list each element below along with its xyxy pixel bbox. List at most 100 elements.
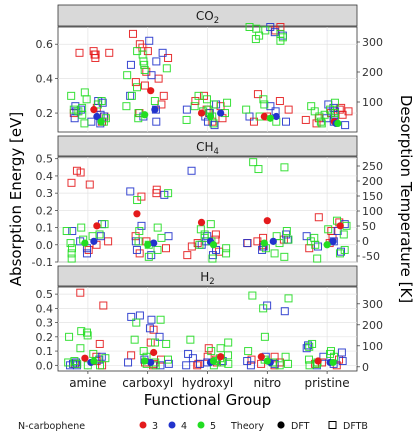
dftb-point: [133, 83, 142, 92]
dftb-point: [259, 95, 268, 104]
dftb-point: [67, 249, 76, 258]
dftb-point: [208, 254, 217, 263]
dftb-point: [182, 105, 191, 114]
tick-label-left: 0.6: [36, 38, 54, 51]
dftb-point: [98, 98, 107, 107]
dftb-point: [153, 223, 162, 232]
tick-label-left: 0.3: [36, 187, 54, 200]
dftb-point: [282, 227, 291, 236]
dft-point: [269, 237, 277, 245]
dftb-point: [123, 71, 132, 80]
panel-title: CH4: [196, 140, 219, 157]
dft-point: [93, 112, 101, 121]
dftb-point: [276, 36, 285, 45]
dftb-point: [82, 249, 91, 258]
dftb-point: [152, 117, 161, 126]
dft-point: [266, 114, 274, 122]
dftb-point: [196, 359, 205, 368]
dftb-point: [62, 227, 71, 236]
dftb-point: [100, 220, 109, 229]
dftb-point: [253, 90, 262, 99]
legend-swatch: [197, 421, 205, 429]
dftb-point: [270, 28, 279, 37]
dftb-point: [182, 115, 191, 124]
dft-point: [314, 357, 322, 365]
tick-label-right: 100: [362, 340, 383, 353]
dftb-point: [261, 26, 270, 35]
dftb-point: [308, 339, 317, 348]
panel-strip: [57, 4, 358, 27]
dftb-point: [97, 97, 106, 106]
dftb-point: [280, 252, 289, 261]
tick-label-right: 200: [362, 66, 383, 79]
dft-point: [197, 109, 206, 117]
dftb-point: [284, 359, 293, 368]
y-axis-title: Absorption Energy [eV]: [7, 112, 25, 286]
dftb-point: [75, 48, 84, 57]
dftb-point: [193, 361, 202, 370]
dftb-point: [223, 98, 232, 107]
dftb-point: [151, 338, 160, 347]
dftb-point: [243, 239, 252, 248]
panel-2: CH4 -0.1 0.0 0.1 0.2 0.3 0.4 0.5 -50 0 50 100 150 200…: [32, 135, 383, 269]
tick-label-right: 100: [362, 205, 383, 218]
tick-label-right: 200: [362, 175, 383, 188]
dftb-point: [137, 221, 146, 230]
legend-shape-dft: [277, 421, 285, 429]
dftb-point: [270, 249, 279, 258]
dftb-point: [128, 29, 137, 38]
dftb-point: [155, 332, 164, 341]
dft-point: [334, 119, 342, 127]
category-label: amine: [69, 376, 106, 390]
dftb-point: [324, 225, 333, 234]
tick-label-right: 200: [362, 319, 383, 332]
dft-point: [151, 106, 159, 114]
dftb-point: [302, 344, 311, 353]
dft-point: [217, 109, 225, 117]
dftb-point: [95, 230, 104, 239]
tick-label-left: 0.0: [36, 239, 54, 252]
dftb-point: [224, 359, 233, 368]
category-label: pristine: [305, 376, 350, 390]
dftb-point: [69, 105, 78, 114]
dftb-point: [157, 233, 166, 242]
dftb-point: [313, 242, 322, 251]
dftb-point: [76, 344, 85, 353]
panel-strip: [57, 265, 358, 287]
dftb-point: [259, 304, 268, 313]
dft-point: [133, 210, 141, 218]
tick-label-left: 0.2: [36, 331, 54, 344]
panel-title: CO2: [196, 9, 219, 26]
dftb-point: [85, 180, 94, 189]
tick-label-left: 0.4: [36, 170, 54, 183]
dftb-point: [335, 249, 344, 258]
dftb-point: [330, 109, 339, 118]
dftb-point: [135, 227, 144, 236]
dftb-point: [251, 35, 260, 44]
dftb-point: [164, 189, 173, 198]
dftb-point: [122, 102, 131, 111]
dftb-point: [203, 232, 212, 241]
dftb-point: [146, 338, 155, 347]
dftb-point: [248, 291, 257, 300]
dftb-point: [266, 102, 275, 111]
dftb-point: [158, 48, 167, 57]
dftb-point: [126, 60, 135, 69]
dftb-point: [310, 107, 319, 116]
dftb-point: [153, 245, 162, 254]
dftb-point: [330, 98, 339, 107]
dftb-point: [156, 361, 165, 370]
dftb-point: [260, 332, 269, 341]
dftb-point: [254, 165, 263, 174]
legend-title: N-carbophene: [18, 421, 85, 432]
dftb-point: [260, 100, 269, 109]
dftb-point: [224, 338, 233, 347]
dftb-point: [76, 168, 85, 177]
tick-label-right: 100: [362, 96, 383, 109]
legend-label: 3: [152, 421, 158, 432]
dftb-point: [246, 361, 255, 370]
dftb-point: [280, 163, 289, 172]
tick-label-left: 0.4: [36, 302, 54, 315]
dftb-point: [132, 318, 141, 327]
